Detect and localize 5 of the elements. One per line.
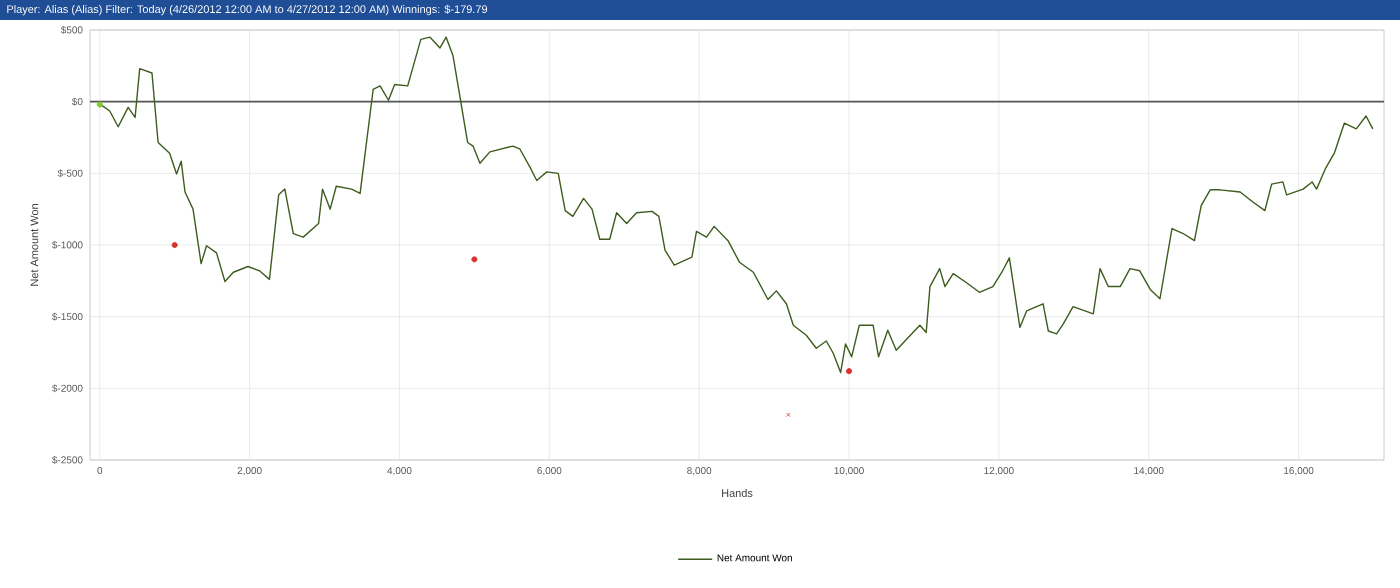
point (471, 256, 478, 263)
point (171, 242, 178, 248)
line-series (99, 36, 1374, 374)
point (846, 368, 853, 375)
point (96, 101, 103, 108)
